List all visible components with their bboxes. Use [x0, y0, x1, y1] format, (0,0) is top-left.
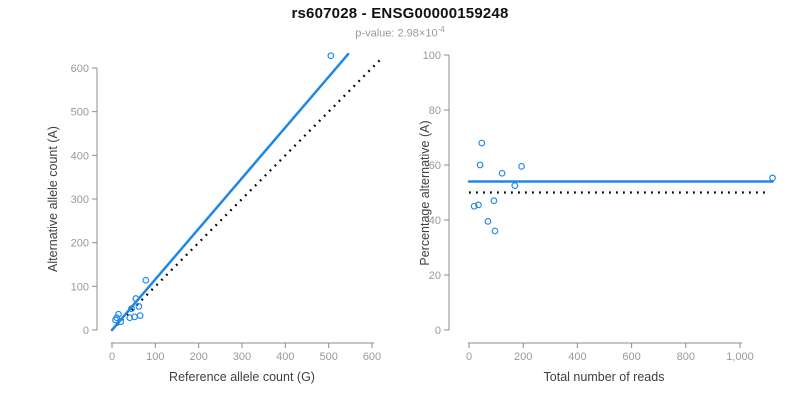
data-point	[491, 227, 499, 235]
left-xaxis-label: Reference allele count (G)	[169, 370, 315, 384]
x-tick-label: 400	[568, 351, 586, 363]
data-point	[478, 139, 486, 147]
data-point	[511, 182, 519, 189]
data-point	[126, 314, 134, 322]
y-tick-label: 200	[71, 238, 89, 250]
pvalue-subtitle: p-value: 2.98×10-4	[0, 25, 800, 40]
y-tick-label: 40	[429, 215, 441, 227]
y-tick-label: 500	[71, 107, 89, 119]
x-tick-label: 300	[233, 351, 251, 363]
data-point	[113, 314, 121, 322]
pvalue-exponent: -4	[437, 25, 445, 34]
y-tick-label: 0	[83, 325, 89, 337]
pvalue-text: p-value: 2.98×10	[355, 27, 438, 40]
x-tick-label: 100	[146, 351, 164, 363]
data-point	[135, 303, 143, 310]
y-tick-label: 0	[435, 325, 441, 337]
data-point	[475, 201, 482, 209]
data-point	[117, 318, 125, 326]
right-xaxis-label: Total number of reads	[544, 370, 665, 384]
x-tick-label: 600	[622, 351, 640, 363]
left-yaxis-label: Alternative allele count (A)	[46, 126, 60, 272]
data-point	[115, 310, 122, 318]
y-tick-label: 60	[429, 160, 441, 172]
page-title: rs607028 - ENSG00000159248	[291, 5, 509, 22]
data-point	[136, 312, 144, 319]
x-tick-label: 600	[363, 351, 381, 363]
right-yaxis-label: Percentage alternative (A)	[418, 120, 432, 265]
x-tick-label: 200	[514, 351, 532, 363]
y-tick-label: 600	[71, 63, 89, 75]
data-point	[490, 197, 498, 205]
data-point	[327, 52, 335, 60]
data-point	[769, 174, 776, 182]
x-tick-label: 1,000	[726, 351, 754, 363]
x-tick-label: 800	[677, 351, 695, 363]
y-tick-label: 100	[71, 281, 89, 293]
data-point	[142, 276, 150, 284]
data-point	[470, 202, 478, 210]
data-point	[132, 295, 140, 302]
x-tick-label: 200	[189, 351, 207, 363]
data-point	[498, 169, 506, 177]
y-tick-label: 100	[423, 50, 441, 62]
x-tick-label: 400	[276, 351, 294, 363]
fit-line	[110, 52, 350, 332]
data-point	[128, 305, 135, 312]
x-tick-label: 0	[109, 351, 115, 363]
y-tick-label: 20	[429, 270, 441, 282]
y-tick-label: 300	[71, 194, 89, 206]
y-tick-label: 400	[71, 150, 89, 162]
left-scatter-panel: 0 100 200 300 400 500 600 0 100 200 300 400 500 600	[71, 52, 382, 363]
data-point	[476, 161, 484, 169]
x-tick-label: 0	[466, 351, 472, 363]
x-tick-label: 500	[319, 351, 337, 363]
data-point	[484, 217, 492, 225]
reference-dotted-line	[111, 58, 382, 331]
right-scatter-panel: 0 20 40 60 80 100 0 200 400 600 800 1,000	[423, 50, 776, 363]
y-tick-label: 80	[429, 105, 441, 117]
data-point	[518, 162, 525, 170]
